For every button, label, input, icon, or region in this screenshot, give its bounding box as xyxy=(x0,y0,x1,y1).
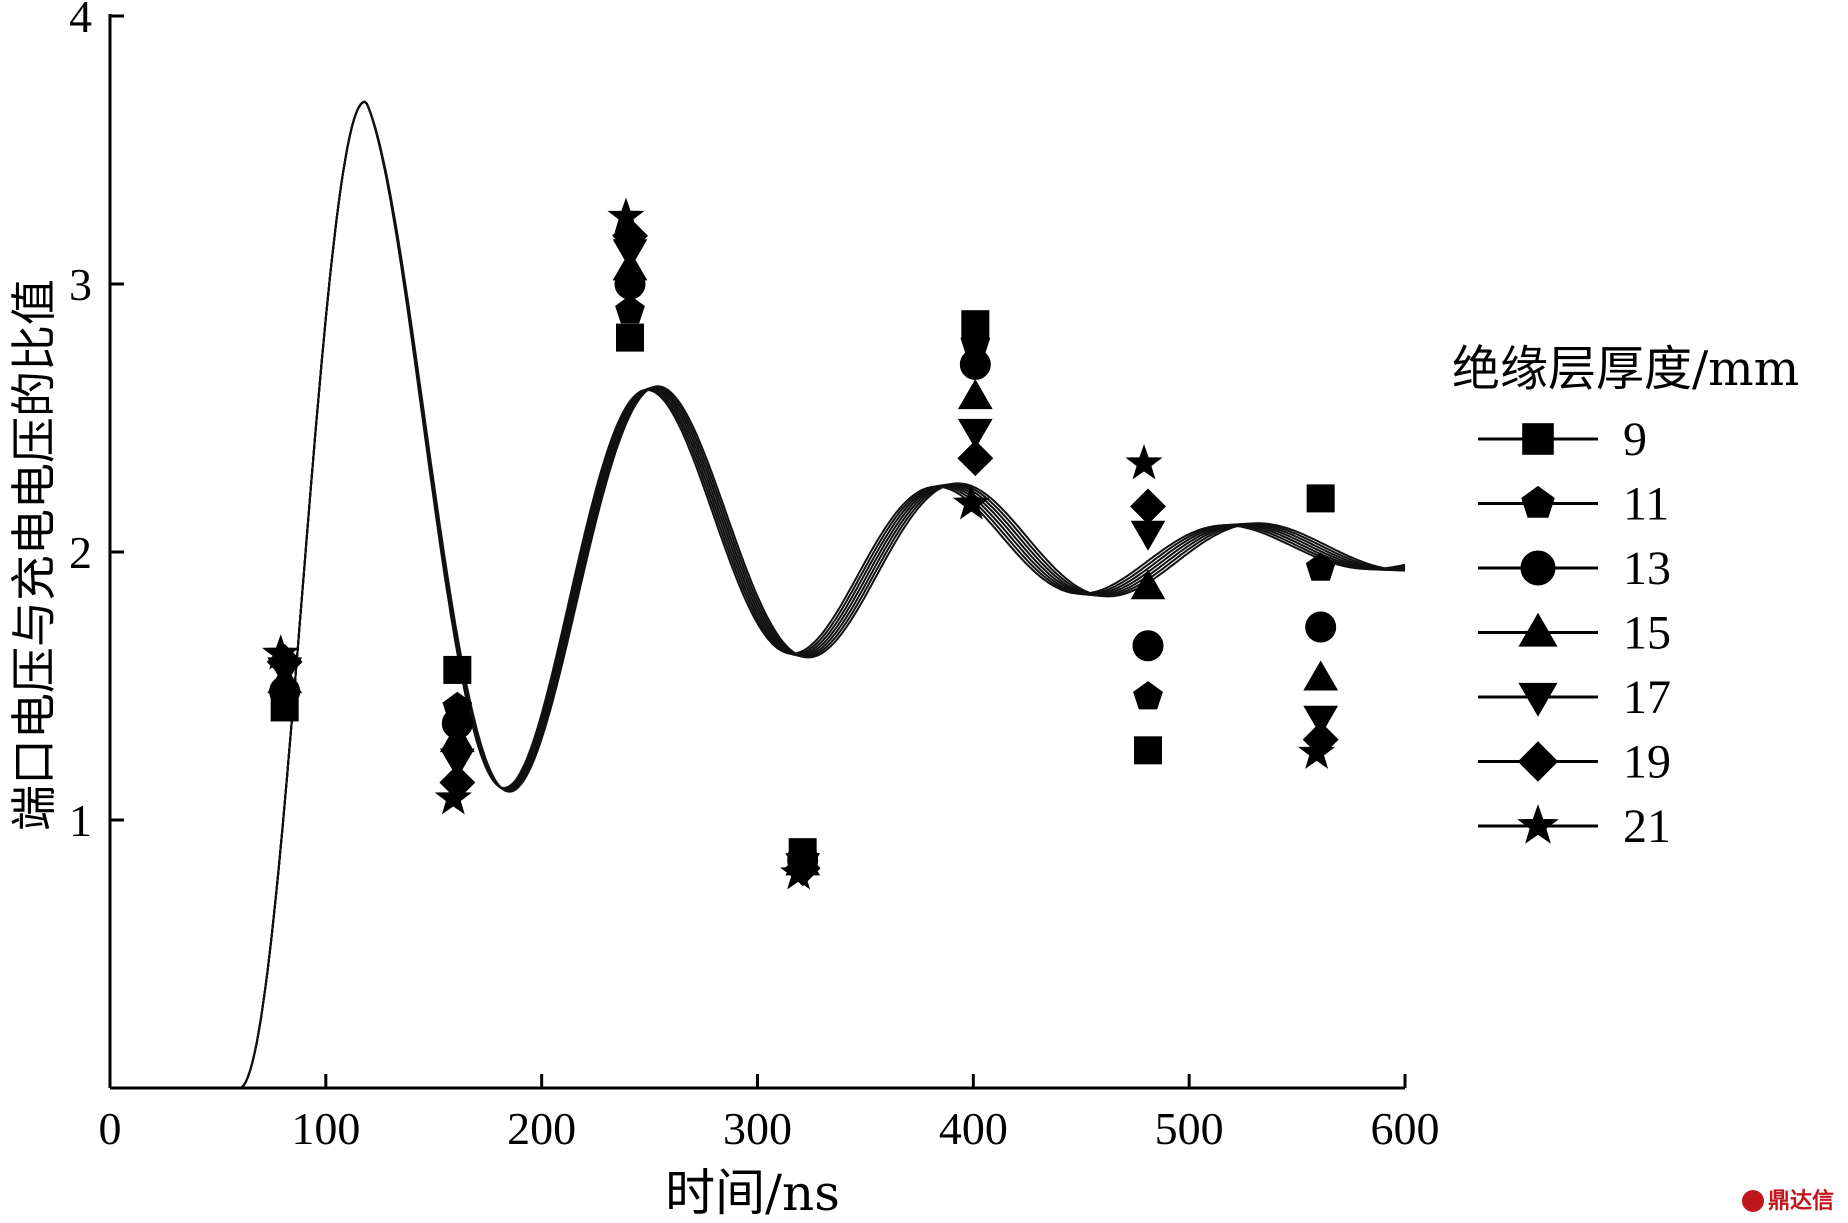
data-point-21-240 xyxy=(607,197,645,233)
series-markers xyxy=(262,197,1339,890)
legend: 绝缘层厚度/mm 9 11 13 15 17 19 21 xyxy=(1452,341,1799,853)
data-point-21-480 xyxy=(1125,444,1163,480)
legend-label-15: 15 xyxy=(1623,607,1671,660)
data-point-21-560 xyxy=(1298,733,1336,769)
legend-marker-11 xyxy=(1521,485,1555,518)
axes: 0 100 200 300 400 500 600 1 2 3 4 时间/ns 端口电压与充电电压的比值 xyxy=(7,0,1440,1222)
series-line-21 xyxy=(110,100,1406,1089)
legend-label-11: 11 xyxy=(1623,478,1669,531)
data-point-15-560 xyxy=(1303,660,1339,691)
data-point-21-400 xyxy=(952,484,990,520)
data-point-19-480 xyxy=(1130,488,1167,525)
data-point-17-560 xyxy=(1303,705,1339,736)
legend-label-13: 13 xyxy=(1623,542,1671,595)
data-point-15-400 xyxy=(957,379,993,410)
data-point-17-400 xyxy=(957,418,993,449)
legend-marker-19 xyxy=(1517,741,1559,782)
data-point-13-560 xyxy=(1305,611,1337,643)
x-tick-label-400: 400 xyxy=(939,1103,1008,1154)
x-tick-label-500: 500 xyxy=(1155,1103,1224,1154)
watermark-text: 鼎达信 xyxy=(1767,1189,1834,1214)
watermark-logo: 鼎达信 xyxy=(1741,1183,1834,1215)
x-tick-label-100: 100 xyxy=(291,1103,360,1154)
data-point-9-480 xyxy=(1134,736,1162,765)
data-point-21-160 xyxy=(434,779,472,815)
y-tick-label-2: 2 xyxy=(69,527,92,578)
data-point-9-560 xyxy=(1306,484,1335,513)
y-tick-label-4: 4 xyxy=(69,0,92,42)
x-axis-title: 时间/ns xyxy=(665,1164,840,1222)
data-point-13-400 xyxy=(959,348,991,380)
data-point-21-320 xyxy=(780,854,818,890)
legend-marker-21 xyxy=(1517,804,1559,844)
x-tick-label-0: 0 xyxy=(99,1103,122,1154)
data-point-19-400 xyxy=(957,440,994,477)
data-point-17-160 xyxy=(439,748,475,779)
x-tick-label-300: 300 xyxy=(723,1103,792,1154)
legend-marker-15 xyxy=(1518,612,1558,647)
x-tick-label-600: 600 xyxy=(1371,1103,1440,1154)
data-point-17-480 xyxy=(1130,520,1166,551)
data-point-13-480 xyxy=(1132,630,1164,662)
logo-icon xyxy=(1741,1190,1764,1212)
y-tick-label-3: 3 xyxy=(69,259,92,310)
data-point-11-480 xyxy=(1133,681,1163,710)
y-axis-title: 端口电压与充电电压的比值 xyxy=(7,279,61,831)
x-tick-label-200: 200 xyxy=(507,1103,576,1154)
legend-label-9: 9 xyxy=(1623,413,1647,466)
y-tick-label-1: 1 xyxy=(69,795,92,846)
legend-marker-9 xyxy=(1522,423,1554,455)
legend-label-17: 17 xyxy=(1623,671,1671,724)
data-point-21-80 xyxy=(262,634,300,670)
series-curves xyxy=(110,100,1406,1089)
legend-label-19: 19 xyxy=(1623,736,1671,789)
legend-marker-13 xyxy=(1520,550,1556,586)
legend-marker-17 xyxy=(1518,682,1558,717)
data-point-11-240 xyxy=(615,295,645,324)
legend-label-21: 21 xyxy=(1623,800,1671,853)
data-point-9-240 xyxy=(616,323,644,352)
legend-title: 绝缘层厚度/mm xyxy=(1452,341,1799,397)
data-point-15-480 xyxy=(1130,569,1166,600)
data-point-11-560 xyxy=(1305,552,1336,581)
data-point-9-160 xyxy=(443,655,472,684)
